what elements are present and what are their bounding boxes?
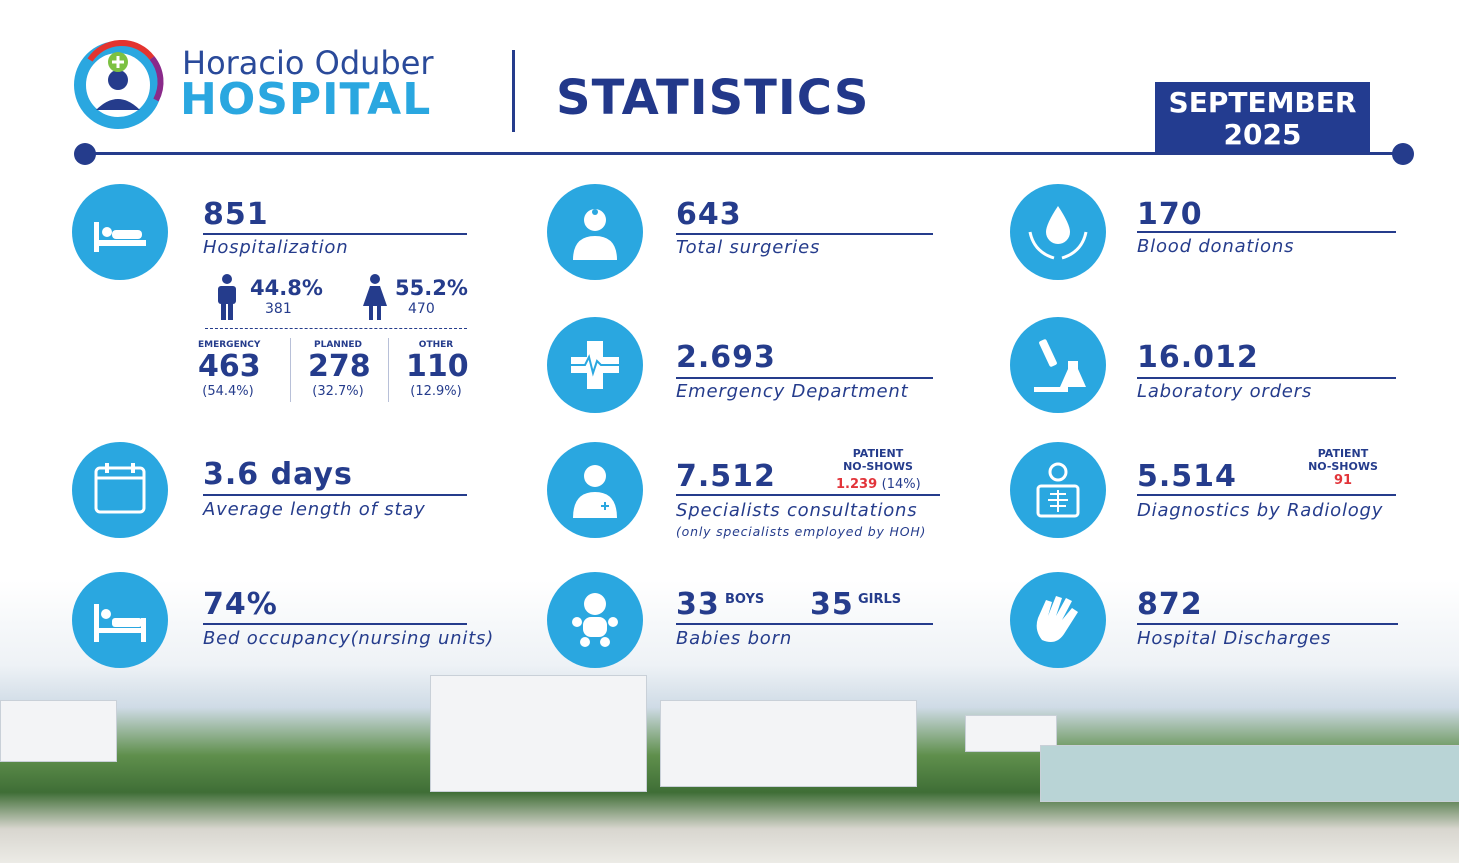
stat-value: 872 [1137,587,1203,622]
stat-rule [676,233,933,235]
stat-label: Hospitalization [203,237,349,258]
icon-emergency [547,317,643,413]
icon-male [218,274,236,320]
logo-hospital: HOSPITAL [180,74,432,125]
female-percent: 55.2% [395,276,468,300]
breakdown-percent: (54.4%) [202,384,254,399]
period-year: 2025 [1223,118,1302,151]
icon-doctor [547,442,643,538]
no-shows-title: NO-SHOWS [843,460,913,473]
icon-bed [72,572,168,668]
breakdown-value: 463 [198,349,261,384]
stat-rule [1137,623,1398,625]
stat-rule [203,233,467,235]
stat-value: 74% [203,587,278,622]
separator [388,338,389,402]
dashed-rule [205,328,467,329]
stat-label: Laboratory orders [1137,381,1313,402]
no-shows-title: NO-SHOWS [1308,460,1378,473]
icon-wave [1010,572,1106,668]
breakdown-label: EMERGENCY [198,340,261,350]
stat-label: Emergency Department [676,381,909,402]
icon-surgeon [547,184,643,280]
icon-calendar [72,442,168,538]
stat-rule [203,623,467,625]
no-shows-count: 1.239 [836,477,878,492]
stat-label: Hospital Discharges [1137,628,1332,649]
stat-value: 35 [810,587,854,622]
separator [290,338,291,402]
no-shows: PATIENT NO-SHOWS 91 [1293,447,1393,489]
stat-label: Average length of stay [203,499,426,520]
breakdown-item: EMERGENCY 463 (54.4%) [198,340,261,399]
logo-name: Horacio Oduber [182,44,434,82]
period-box: SEPTEMBER 2025 [1155,82,1370,154]
male-count: 381 [265,301,292,317]
no-shows-title: PATIENT [852,447,904,460]
breakdown-value: 110 [406,349,469,384]
breakdown-item: OTHER 110 (12.9%) [406,340,469,399]
icon-hospitalization [72,184,168,280]
building [1040,745,1459,802]
header-rule [85,152,1403,155]
breakdown-percent: (12.9%) [410,384,462,399]
breakdown-label: OTHER [418,340,454,350]
stat-value: 2.693 [676,340,776,375]
stat-rule [676,494,940,496]
no-shows-value: 1.239 (14%) [836,477,921,492]
stat-rule [203,494,467,496]
stat-value: 643 [676,197,742,232]
icon-laboratory [1010,317,1106,413]
stat-value: 5.514 [1137,459,1237,494]
building [0,700,117,762]
building [430,675,647,792]
stat-value: 3.6 days [203,457,353,492]
stat-label: Babies born [676,628,793,649]
stat-label: Total surgeries [676,237,821,258]
header-divider [512,50,515,132]
stat-rule [1137,377,1396,379]
stat-value: 170 [1137,197,1203,232]
stat-label: Diagnostics by Radiology [1137,500,1384,521]
breakdown-percent: (32.7%) [312,384,364,399]
stat-note: (only specialists employed by HOH) [676,524,927,539]
rule-dot [1392,143,1414,165]
stat-value: 16.012 [1137,340,1259,375]
stat-rule [676,377,933,379]
icon-baby [547,572,643,668]
stat-rule [1137,494,1396,496]
stat-value: 7.512 [676,459,776,494]
male-percent: 44.8% [250,276,323,300]
rule-dot [74,143,96,165]
stat-rule [1137,231,1396,233]
stat-label: Specialists consultations [676,500,918,521]
stat-value: 33 [676,587,720,622]
period-month: SEPTEMBER [1168,86,1357,119]
icon-blood [1010,184,1106,280]
background-scene [0,580,1459,863]
no-shows-title: PATIENT [1317,447,1369,460]
icon-female [363,274,387,320]
babies-boys-label: BOYS [725,592,765,607]
icon-radiology [1010,442,1106,538]
stat-rule [676,623,933,625]
breakdown-label: PLANNED [314,340,362,350]
no-shows: PATIENT NO-SHOWS [828,447,928,473]
building [660,700,917,787]
logo-mark [74,40,164,129]
stat-label: Bed occupancy(nursing units) [203,628,495,649]
breakdown-item: PLANNED 278 (32.7%) [308,340,371,399]
no-shows-count: 91 [1333,473,1353,488]
page-title: STATISTICS [556,70,870,126]
no-shows-percent: (14%) [881,477,921,492]
babies-girls-label: GIRLS [858,592,902,607]
stat-label: Blood donations [1137,236,1295,257]
breakdown-value: 278 [308,349,371,384]
female-count: 470 [408,301,435,317]
stat-value: 851 [203,197,269,232]
